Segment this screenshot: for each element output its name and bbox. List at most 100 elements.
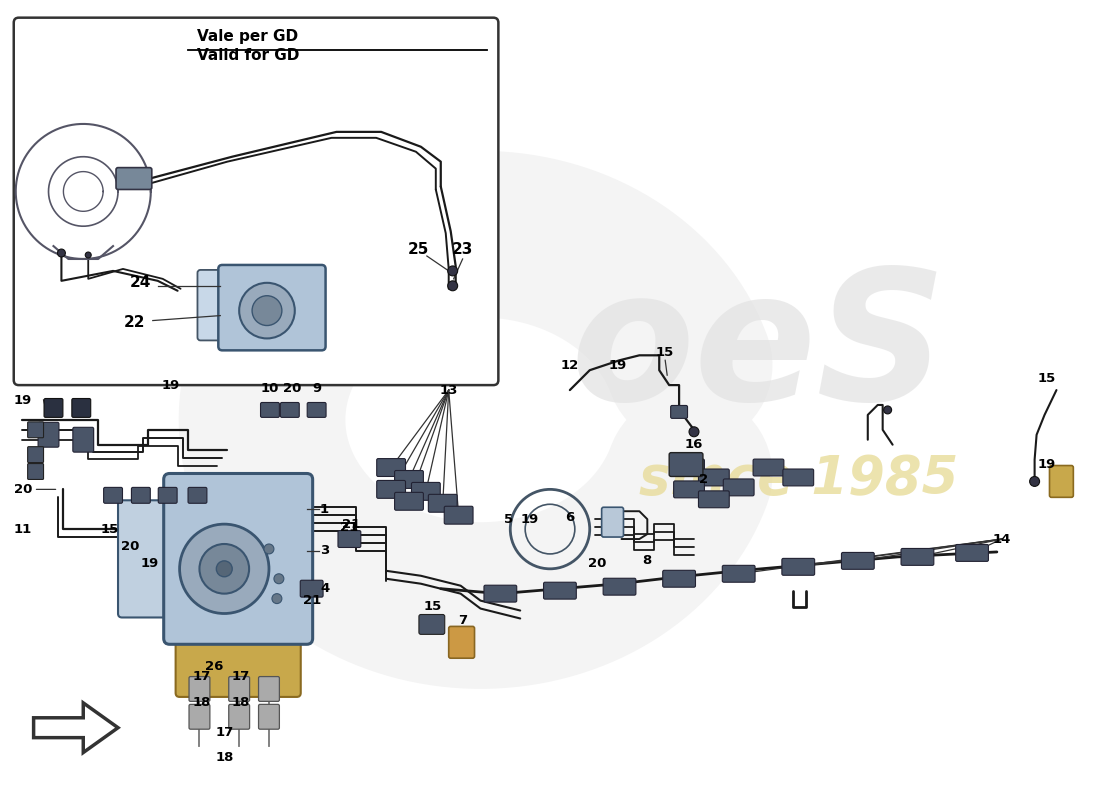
Circle shape <box>689 427 698 437</box>
FancyBboxPatch shape <box>671 406 688 418</box>
Circle shape <box>448 281 458 290</box>
FancyBboxPatch shape <box>411 482 440 500</box>
Text: 11: 11 <box>14 522 32 535</box>
Text: 18: 18 <box>192 696 210 710</box>
FancyBboxPatch shape <box>158 487 177 503</box>
Circle shape <box>86 252 91 258</box>
Text: 14: 14 <box>992 533 1011 546</box>
FancyBboxPatch shape <box>444 506 473 524</box>
Text: 25: 25 <box>408 242 430 257</box>
Circle shape <box>883 406 892 414</box>
FancyBboxPatch shape <box>698 491 729 508</box>
Text: 4: 4 <box>320 582 329 595</box>
FancyBboxPatch shape <box>258 677 279 702</box>
Text: oeS: oeS <box>571 262 947 438</box>
FancyBboxPatch shape <box>14 18 498 385</box>
Text: 19: 19 <box>608 358 627 372</box>
FancyBboxPatch shape <box>73 427 94 452</box>
Text: 10: 10 <box>261 382 279 394</box>
FancyBboxPatch shape <box>28 422 44 438</box>
FancyBboxPatch shape <box>376 481 406 498</box>
FancyBboxPatch shape <box>543 582 576 599</box>
FancyBboxPatch shape <box>419 614 444 634</box>
Text: 3: 3 <box>320 545 329 558</box>
Text: 19: 19 <box>141 558 158 570</box>
Text: 2: 2 <box>700 473 708 486</box>
FancyBboxPatch shape <box>28 446 44 462</box>
Text: 22: 22 <box>124 315 145 330</box>
Text: 20: 20 <box>14 483 32 496</box>
Text: 19: 19 <box>162 378 179 392</box>
Text: 19: 19 <box>521 513 539 526</box>
FancyBboxPatch shape <box>662 570 695 587</box>
Text: 6: 6 <box>565 510 574 524</box>
FancyBboxPatch shape <box>229 677 250 702</box>
FancyBboxPatch shape <box>338 530 361 547</box>
FancyBboxPatch shape <box>901 549 934 566</box>
Text: 20: 20 <box>588 558 607 570</box>
FancyBboxPatch shape <box>176 625 300 697</box>
Text: 18: 18 <box>216 751 233 764</box>
FancyBboxPatch shape <box>673 481 704 498</box>
FancyBboxPatch shape <box>395 492 424 510</box>
FancyBboxPatch shape <box>376 458 406 477</box>
FancyBboxPatch shape <box>842 553 874 570</box>
Circle shape <box>252 296 282 326</box>
Text: 9: 9 <box>312 382 321 394</box>
FancyBboxPatch shape <box>300 580 323 597</box>
Text: 21: 21 <box>342 518 361 530</box>
FancyBboxPatch shape <box>723 566 755 582</box>
Text: 16: 16 <box>685 438 703 451</box>
FancyBboxPatch shape <box>698 469 729 486</box>
FancyBboxPatch shape <box>602 507 624 537</box>
Circle shape <box>448 266 458 276</box>
FancyBboxPatch shape <box>782 558 815 575</box>
Circle shape <box>57 249 65 257</box>
FancyBboxPatch shape <box>395 470 424 488</box>
Circle shape <box>239 283 295 338</box>
Text: Valid for GD: Valid for GD <box>198 48 300 63</box>
Circle shape <box>179 524 270 614</box>
Text: 15: 15 <box>656 346 673 359</box>
Text: 15: 15 <box>101 522 119 535</box>
FancyBboxPatch shape <box>673 459 704 476</box>
FancyBboxPatch shape <box>189 677 210 702</box>
Text: 24: 24 <box>130 275 152 290</box>
Text: 21: 21 <box>340 521 359 534</box>
Text: 17: 17 <box>232 670 251 682</box>
FancyBboxPatch shape <box>188 487 207 503</box>
FancyBboxPatch shape <box>258 704 279 729</box>
FancyBboxPatch shape <box>307 402 326 418</box>
FancyBboxPatch shape <box>603 578 636 595</box>
Text: 7: 7 <box>458 614 468 627</box>
Text: 13: 13 <box>440 383 458 397</box>
Text: Vale per GD: Vale per GD <box>198 29 298 43</box>
Text: 8: 8 <box>642 554 652 567</box>
FancyBboxPatch shape <box>783 469 814 486</box>
FancyBboxPatch shape <box>72 398 90 418</box>
Circle shape <box>274 574 284 584</box>
Circle shape <box>272 594 282 603</box>
Text: since 1985: since 1985 <box>639 454 958 506</box>
FancyBboxPatch shape <box>189 704 210 729</box>
Text: 21: 21 <box>302 594 321 607</box>
FancyBboxPatch shape <box>164 474 312 644</box>
Circle shape <box>1030 477 1040 486</box>
Text: 18: 18 <box>232 696 251 710</box>
FancyBboxPatch shape <box>103 487 122 503</box>
Circle shape <box>199 544 249 594</box>
FancyBboxPatch shape <box>118 500 177 618</box>
FancyBboxPatch shape <box>39 422 59 447</box>
Text: 19: 19 <box>14 394 32 406</box>
Text: 15: 15 <box>424 600 442 613</box>
FancyBboxPatch shape <box>754 459 784 476</box>
Text: 15: 15 <box>1037 372 1056 385</box>
FancyBboxPatch shape <box>218 265 326 350</box>
FancyBboxPatch shape <box>116 168 152 190</box>
FancyBboxPatch shape <box>28 463 44 479</box>
Text: 26: 26 <box>206 660 223 673</box>
Text: 20: 20 <box>121 541 139 554</box>
FancyBboxPatch shape <box>261 402 279 418</box>
FancyBboxPatch shape <box>956 545 989 562</box>
Circle shape <box>217 561 232 577</box>
